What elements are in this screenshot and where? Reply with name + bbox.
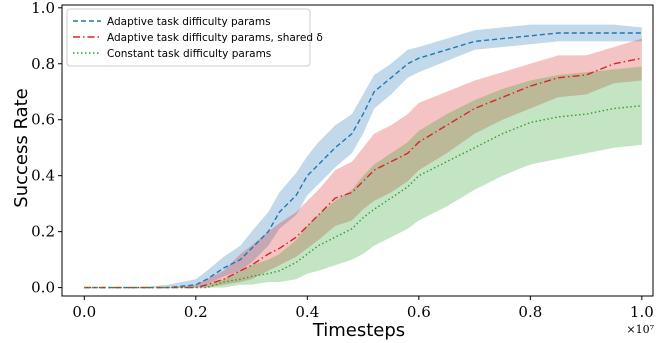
y-tick-label: 0.6	[31, 111, 55, 129]
x-axis-ticks: 0.0 0.2 0.4 0.6 0.8 1.0	[72, 296, 654, 321]
legend-label-3: Constant task difficulty params	[107, 48, 271, 60]
legend: Adaptive task difficulty params Adaptive …	[66, 8, 323, 67]
y-tick-label: 1.0	[31, 0, 55, 17]
legend-box	[66, 8, 311, 67]
y-tick-label: 0.0	[31, 279, 55, 297]
y-tick-label: 0.4	[31, 167, 55, 185]
confidence-bands	[84, 24, 642, 288]
legend-label-1: Adaptive task difficulty params	[107, 16, 271, 28]
plot-frame	[61, 4, 654, 297]
line-series-2	[84, 57, 642, 289]
x-tick-label: 0.6	[407, 303, 431, 321]
band-series-2	[84, 38, 642, 288]
legend-label-2: Adaptive task difficulty params, shared …	[107, 32, 323, 44]
x-axis-multiplier: ×10⁷	[626, 323, 654, 336]
x-tick-label: 0.4	[295, 303, 319, 321]
x-tick-label: 0.8	[518, 303, 542, 321]
series-lines	[84, 32, 642, 289]
x-tick-label: 0.0	[72, 303, 96, 321]
x-tick-label: 1.0	[630, 303, 654, 321]
x-axis-title: Timesteps	[312, 320, 405, 341]
y-axis-ticks: 0.0 0.2 0.4 0.6 0.8 1.0	[31, 0, 62, 297]
band-series-3	[84, 66, 642, 288]
x-tick-label: 0.2	[184, 303, 208, 321]
y-axis-title: Success Rate	[11, 88, 32, 207]
y-tick-label: 0.8	[31, 55, 55, 73]
line-series-1	[84, 32, 642, 289]
y-tick-label: 0.2	[31, 223, 55, 241]
